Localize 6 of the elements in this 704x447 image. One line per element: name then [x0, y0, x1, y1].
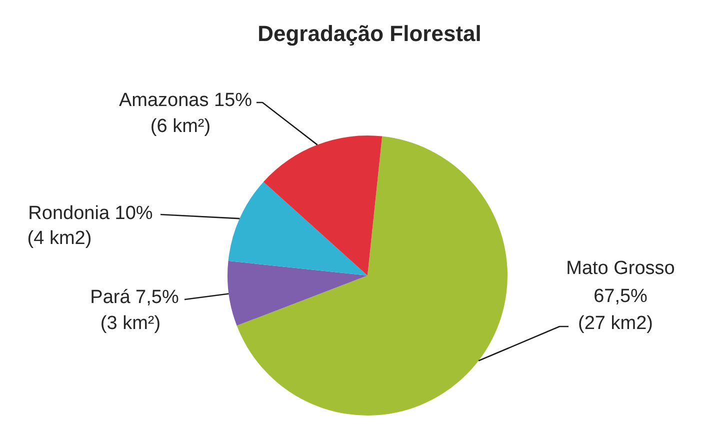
data-label: 67,5% (27 km2) — [578, 286, 653, 334]
slice-label: Amazonas 15% (6 km²) — [118, 90, 252, 137]
slice-label: Pará 7,5% (3 km²) — [90, 287, 179, 334]
chart-title: Degradação Florestal — [258, 21, 482, 46]
slice-label: Rondonia 10% (4 km2) — [27, 203, 153, 249]
slice-label: Mato Grosso — [566, 258, 675, 279]
